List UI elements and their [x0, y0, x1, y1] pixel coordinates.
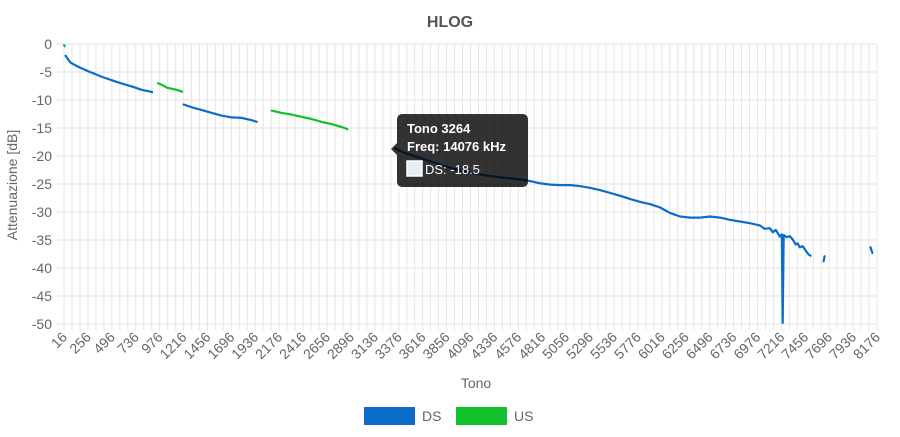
y-tick-label: -25 — [32, 176, 52, 192]
series-line-ds — [869, 246, 874, 254]
x-axis-ticks: 1625649673697612161456169619362176241626… — [48, 329, 883, 362]
tooltip-background — [397, 114, 528, 187]
x-tick-label: 496 — [90, 329, 118, 357]
x-tick-label: 8176 — [850, 329, 883, 362]
y-axis-label: Attenuazione [dB] — [4, 130, 20, 241]
legend-swatch-ds[interactable] — [364, 407, 415, 425]
y-tick-label: -15 — [32, 120, 52, 136]
series-line-ds — [182, 103, 258, 123]
x-tick-label: 256 — [66, 329, 94, 357]
tooltip-value: DS: -18.5 — [425, 162, 480, 177]
y-tick-label: -45 — [32, 288, 52, 304]
y-axis-ticks: 0 -5 -10 -15 -20 -25 -30 -35 -40 -45 -50 — [32, 36, 52, 332]
tooltip-swatch — [406, 160, 423, 177]
series-line-ds — [64, 54, 154, 94]
series-line-us — [157, 82, 184, 93]
y-tick-label: -5 — [40, 64, 53, 80]
y-tick-label: -50 — [32, 316, 52, 332]
x-tick-label: 16 — [48, 329, 70, 351]
legend-label-ds[interactable]: DS — [422, 408, 441, 424]
tooltip-caret — [391, 143, 397, 155]
y-tick-label: -30 — [32, 204, 52, 220]
tooltip-freq: Freq: 14076 kHz — [407, 139, 506, 154]
chart-title: HLOG — [427, 14, 473, 31]
y-tick-label: -35 — [32, 232, 52, 248]
series-line-ds — [822, 255, 826, 263]
legend[interactable]: DS US — [364, 407, 533, 425]
x-tick-label: 736 — [114, 329, 142, 357]
grid — [56, 43, 878, 330]
y-tick-label: 0 — [44, 36, 52, 52]
tooltip: Tono 3264 Freq: 14076 kHz DS: -18.5 — [391, 114, 528, 187]
y-tick-label: -40 — [32, 260, 52, 276]
series-line-us — [62, 43, 66, 48]
y-tick-label: -20 — [32, 148, 52, 164]
y-tick-label: -10 — [32, 92, 52, 108]
tooltip-title: Tono 3264 — [407, 121, 471, 136]
x-axis-label: Tono — [461, 375, 492, 391]
legend-label-us[interactable]: US — [514, 408, 533, 424]
legend-swatch-us[interactable] — [456, 407, 507, 425]
series-line-us — [270, 109, 349, 131]
